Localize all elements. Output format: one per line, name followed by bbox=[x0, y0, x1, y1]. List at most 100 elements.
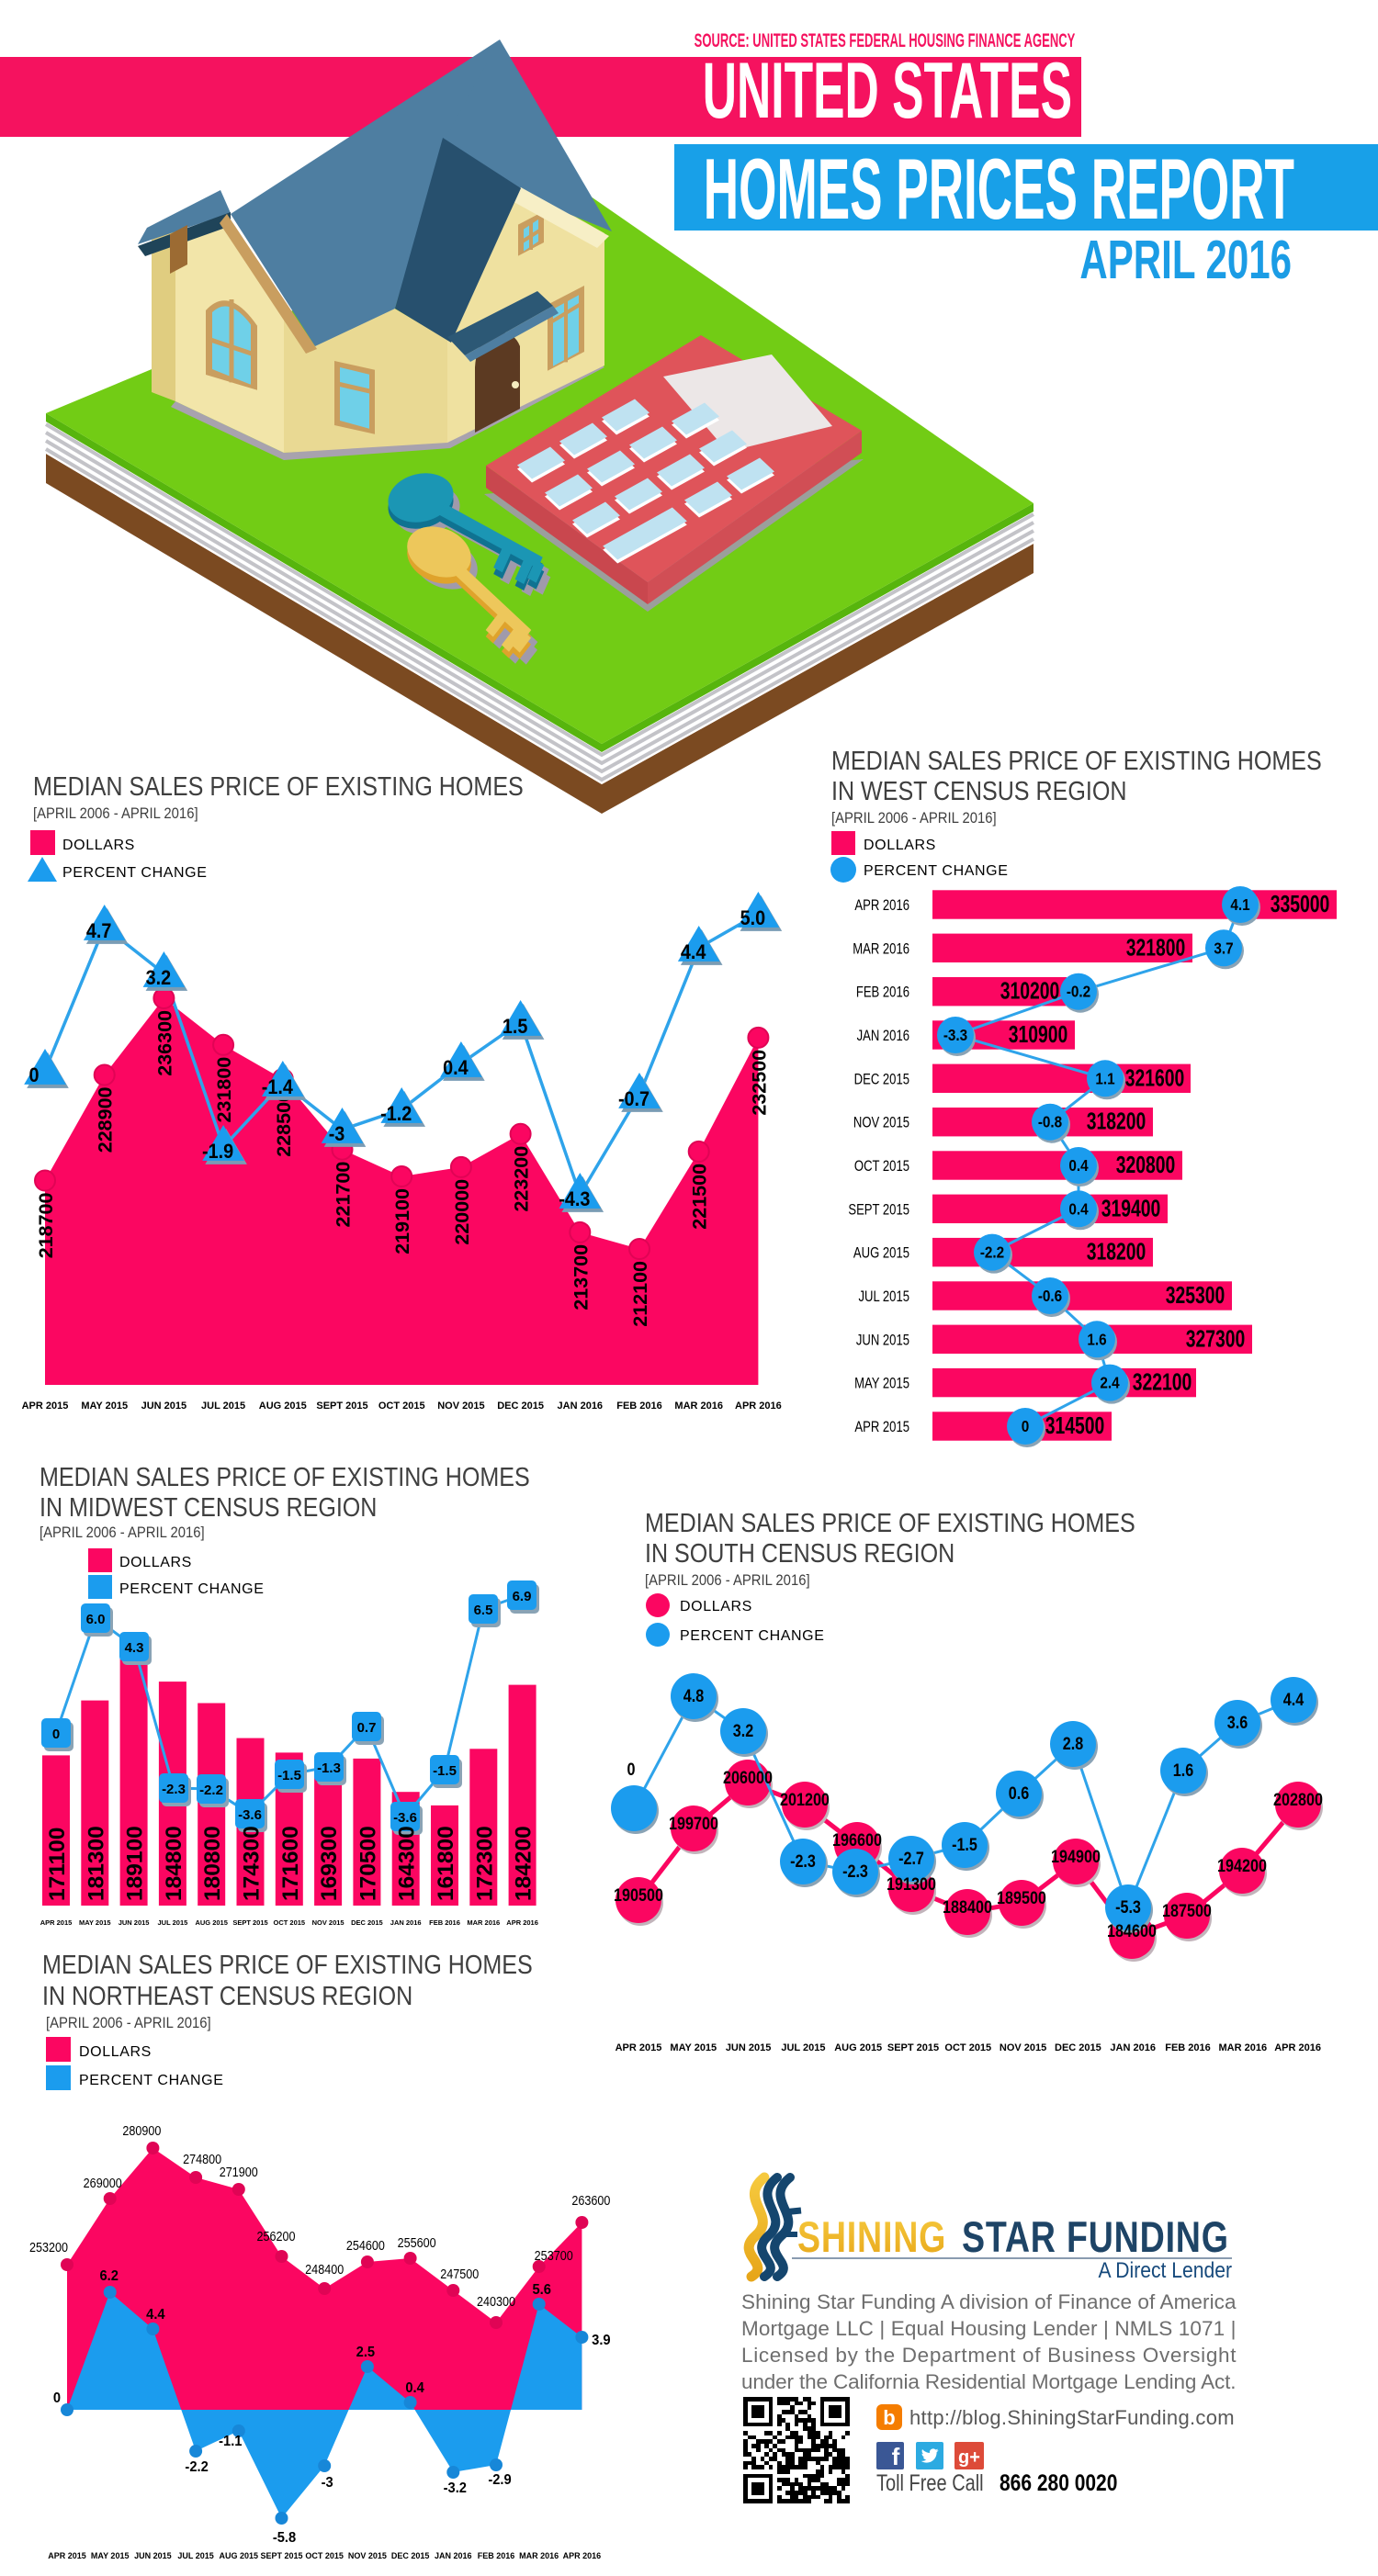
svg-text:-0.6: -0.6 bbox=[1038, 1287, 1062, 1305]
svg-text:221500: 221500 bbox=[689, 1164, 711, 1230]
svg-text:APR 2015: APR 2015 bbox=[616, 2042, 662, 2053]
svg-text:JUN 2015: JUN 2015 bbox=[141, 1400, 187, 1412]
svg-text:-2.9: -2.9 bbox=[488, 2471, 511, 2488]
svg-text:-2.2: -2.2 bbox=[199, 1783, 223, 1798]
svg-text:199700: 199700 bbox=[669, 1814, 718, 1834]
svg-text:218700: 218700 bbox=[35, 1192, 57, 1258]
svg-text:MAY 2015: MAY 2015 bbox=[91, 2551, 130, 2560]
svg-text:322100: 322100 bbox=[1133, 1368, 1192, 1395]
svg-text:FEB 2016: FEB 2016 bbox=[429, 1918, 460, 1927]
svg-text:253700: 253700 bbox=[535, 2247, 573, 2263]
svg-text:170500: 170500 bbox=[356, 1826, 380, 1901]
svg-text:325300: 325300 bbox=[1166, 1281, 1226, 1308]
svg-text:MAY 2015: MAY 2015 bbox=[79, 1918, 111, 1927]
svg-text:321600: 321600 bbox=[1125, 1064, 1185, 1091]
svg-text:194900: 194900 bbox=[1051, 1847, 1101, 1867]
svg-text:AUG 2015: AUG 2015 bbox=[259, 1400, 307, 1412]
svg-text:MAY 2015: MAY 2015 bbox=[854, 1375, 909, 1392]
svg-text:SEPT 2015: SEPT 2015 bbox=[316, 1400, 367, 1412]
svg-text:4.3: 4.3 bbox=[125, 1640, 144, 1656]
svg-text:JAN 2016: JAN 2016 bbox=[558, 1400, 604, 1412]
svg-text:APR 2016: APR 2016 bbox=[506, 1918, 538, 1927]
svg-text:under the California Residenti: under the California Residential Mortgag… bbox=[741, 2370, 1237, 2393]
svg-text:DOLLARS: DOLLARS bbox=[62, 838, 135, 853]
svg-text:DOLLARS: DOLLARS bbox=[680, 1599, 752, 1614]
svg-text:-1.1: -1.1 bbox=[219, 2433, 243, 2449]
svg-text:MAY 2015: MAY 2015 bbox=[670, 2042, 717, 2053]
svg-text:JUN 2015: JUN 2015 bbox=[856, 1332, 909, 1349]
svg-text:236300: 236300 bbox=[153, 1010, 175, 1076]
svg-text:Mortgage LLC | Equal Housing L: Mortgage LLC | Equal Housing Lender | NM… bbox=[741, 2317, 1237, 2340]
svg-text:-3.6: -3.6 bbox=[393, 1810, 417, 1826]
svg-text:PERCENT CHANGE: PERCENT CHANGE bbox=[79, 2073, 223, 2088]
svg-text:310200: 310200 bbox=[1000, 977, 1060, 1004]
svg-text:0.6: 0.6 bbox=[1009, 1783, 1030, 1804]
svg-text:248400: 248400 bbox=[305, 2261, 344, 2277]
svg-text:-5.3: -5.3 bbox=[1115, 1897, 1141, 1918]
svg-text:-1.5: -1.5 bbox=[433, 1763, 457, 1779]
svg-text:314500: 314500 bbox=[1045, 1412, 1105, 1438]
svg-text:219100: 219100 bbox=[391, 1188, 413, 1254]
svg-text:JUL 2015: JUL 2015 bbox=[781, 2042, 825, 2053]
svg-text:4.8: 4.8 bbox=[683, 1686, 705, 1706]
svg-text:OCT 2015: OCT 2015 bbox=[378, 1400, 425, 1412]
svg-text:MEDIAN SALES PRICE OF EXISTING: MEDIAN SALES PRICE OF EXISTING HOMES bbox=[831, 745, 1322, 775]
svg-text:APRIL 2016: APRIL 2016 bbox=[1079, 230, 1292, 290]
svg-text:223200: 223200 bbox=[511, 1146, 533, 1212]
svg-text:APR 2015: APR 2015 bbox=[40, 1918, 73, 1927]
svg-text:327300: 327300 bbox=[1186, 1324, 1246, 1351]
svg-text:3.2: 3.2 bbox=[733, 1721, 754, 1741]
svg-text:JUL 2015: JUL 2015 bbox=[157, 1918, 187, 1927]
svg-text:335000: 335000 bbox=[1271, 890, 1330, 917]
svg-text:-0.2: -0.2 bbox=[1067, 982, 1090, 1000]
svg-text:SEPT 2015: SEPT 2015 bbox=[232, 1918, 267, 1927]
svg-text:4.1: 4.1 bbox=[1230, 895, 1249, 914]
svg-text:1.1: 1.1 bbox=[1095, 1069, 1114, 1087]
svg-text:-2.2: -2.2 bbox=[980, 1243, 1004, 1261]
svg-text:-1.2: -1.2 bbox=[380, 1103, 412, 1125]
svg-text:AUG 2015: AUG 2015 bbox=[195, 1918, 227, 1927]
svg-text:247500: 247500 bbox=[440, 2266, 479, 2281]
svg-text:6.5: 6.5 bbox=[474, 1603, 493, 1618]
svg-text:184200: 184200 bbox=[512, 1826, 537, 1901]
svg-text:AUG 2015: AUG 2015 bbox=[220, 2551, 259, 2560]
svg-text:263600: 263600 bbox=[571, 2192, 610, 2208]
svg-text:3.9: 3.9 bbox=[592, 2332, 610, 2348]
svg-text:318200: 318200 bbox=[1087, 1238, 1146, 1265]
svg-text:OCT 2015: OCT 2015 bbox=[305, 2551, 344, 2560]
svg-text:274800: 274800 bbox=[183, 2151, 221, 2166]
svg-text:PERCENT CHANGE: PERCENT CHANGE bbox=[864, 863, 1008, 879]
svg-text:APR 2016: APR 2016 bbox=[735, 1400, 782, 1412]
svg-text:FEB 2016: FEB 2016 bbox=[856, 984, 909, 1001]
svg-text:JUL 2015: JUL 2015 bbox=[201, 1400, 245, 1412]
svg-text:UNITED STATES: UNITED STATES bbox=[703, 48, 1072, 136]
svg-text:NOV 2015: NOV 2015 bbox=[1000, 2042, 1046, 2053]
svg-text:OCT 2015: OCT 2015 bbox=[273, 1918, 305, 1927]
svg-text:-1.3: -1.3 bbox=[317, 1760, 341, 1776]
svg-text:169300: 169300 bbox=[317, 1826, 342, 1901]
svg-text:SEPT 2015: SEPT 2015 bbox=[848, 1201, 909, 1219]
svg-text:APR 2015: APR 2015 bbox=[854, 1418, 909, 1435]
svg-text:PERCENT CHANGE: PERCENT CHANGE bbox=[119, 1581, 264, 1597]
svg-text:232500: 232500 bbox=[748, 1050, 770, 1116]
svg-text:JAN 2016: JAN 2016 bbox=[390, 1918, 422, 1927]
svg-text:JAN 2016: JAN 2016 bbox=[857, 1027, 909, 1044]
svg-text:b: b bbox=[883, 2406, 895, 2429]
svg-text:319400: 319400 bbox=[1101, 1194, 1161, 1221]
svg-text:MAY 2015: MAY 2015 bbox=[81, 1400, 128, 1412]
svg-text:OCT 2015: OCT 2015 bbox=[854, 1157, 909, 1175]
svg-text:f: f bbox=[892, 2443, 900, 2470]
svg-text:APR 2016: APR 2016 bbox=[854, 896, 909, 914]
svg-text:5.6: 5.6 bbox=[532, 2281, 550, 2298]
svg-text:SEPT 2015: SEPT 2015 bbox=[260, 2551, 302, 2560]
svg-text:-2.3: -2.3 bbox=[842, 1862, 868, 1882]
svg-text:0: 0 bbox=[53, 2390, 61, 2406]
svg-text:202800: 202800 bbox=[1273, 1790, 1323, 1810]
svg-text:DOLLARS: DOLLARS bbox=[79, 2044, 152, 2060]
svg-text:6.9: 6.9 bbox=[513, 1589, 532, 1604]
svg-text:253200: 253200 bbox=[29, 2239, 68, 2255]
svg-text:1.6: 1.6 bbox=[1087, 1330, 1106, 1348]
svg-text:NOV 2015: NOV 2015 bbox=[853, 1114, 909, 1131]
svg-text:-1.4: -1.4 bbox=[262, 1076, 293, 1098]
svg-text:184800: 184800 bbox=[162, 1826, 186, 1901]
